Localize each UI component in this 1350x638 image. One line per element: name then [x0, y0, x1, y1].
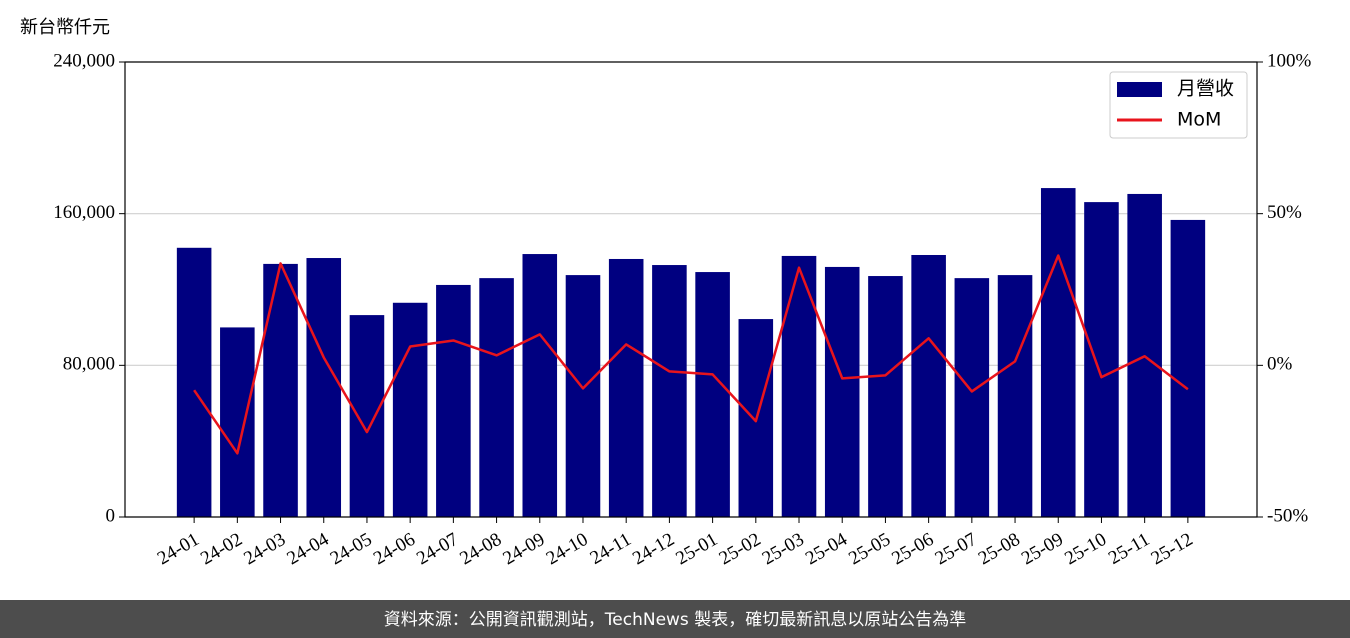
bar — [1040, 188, 1076, 517]
bar — [997, 275, 1033, 517]
x-tick-label: 25-08 — [975, 529, 1024, 569]
y2-tick-label: 0% — [1267, 354, 1293, 375]
bar — [392, 302, 428, 517]
x-tick-label: 24-10 — [543, 529, 592, 569]
legend: 月營收 MoM — [1109, 71, 1248, 139]
x-tick-label: 24-04 — [284, 529, 333, 570]
x-tick-label: 24-02 — [197, 529, 246, 569]
y2-tick-label: 50% — [1267, 202, 1302, 223]
bar — [954, 278, 990, 517]
bar — [695, 272, 730, 517]
plot-frame — [124, 61, 1258, 518]
bar — [868, 276, 903, 517]
bar — [349, 315, 385, 517]
y2-tick-label: -50% — [1267, 505, 1308, 526]
y2-tick-label: 100% — [1267, 50, 1312, 71]
x-tick-label: 24-12 — [629, 529, 678, 569]
x-tick-label: 24-11 — [587, 529, 635, 569]
bar — [652, 265, 687, 517]
x-tick-label: 24-05 — [327, 529, 376, 569]
bar — [1170, 219, 1206, 517]
bar — [436, 284, 471, 517]
x-tick-label: 25-12 — [1148, 529, 1197, 569]
footer-source: 資料來源：公開資訊觀測站，TechNews 製表，確切最新訊息以原站公告為準 — [384, 610, 966, 630]
bar — [824, 266, 860, 517]
bar — [781, 255, 817, 517]
bar — [263, 263, 298, 517]
x-tick-label: 25-02 — [716, 529, 765, 569]
bar — [911, 254, 946, 517]
x-tick-label: 25-06 — [888, 529, 937, 569]
line — [193, 254, 1189, 455]
x-tick-label: 25-01 — [672, 529, 721, 569]
x-tick-label: 25-11 — [1105, 529, 1153, 569]
y-tick-label: 240,000 — [53, 50, 115, 71]
bar — [1084, 202, 1119, 517]
x-tick-label: 25-10 — [1061, 529, 1110, 569]
x-tick-label: 25-07 — [932, 529, 981, 569]
bar — [565, 275, 601, 517]
x-tick-label: 24-03 — [240, 529, 289, 569]
y-tick-label: 160,000 — [53, 202, 115, 223]
y-tick-label: 0 — [106, 505, 116, 526]
x-tick-label: 25-05 — [845, 529, 894, 569]
y-tick-label: 80,000 — [63, 354, 115, 375]
x-tick-label: 24-01 — [154, 529, 203, 569]
bar — [220, 327, 255, 517]
bar — [176, 247, 212, 517]
x-tick-label: 25-09 — [1018, 529, 1067, 569]
footer-bar — [0, 600, 1350, 638]
x-tick-label: 24-06 — [370, 529, 419, 569]
x-tick-label: 24-07 — [413, 529, 462, 569]
x-tick-label: 25-04 — [802, 529, 851, 570]
x-tick-label: 24-09 — [500, 529, 549, 569]
x-tick-label: 25-03 — [759, 529, 808, 569]
bar — [522, 254, 558, 517]
legend-label: MoM — [1177, 109, 1221, 131]
y-axis-title: 新台幣仟元 — [20, 17, 110, 38]
legend-swatch — [1117, 82, 1162, 97]
bar — [608, 258, 644, 517]
x-tick-label: 24-08 — [456, 529, 505, 569]
bar — [479, 278, 514, 517]
bar — [306, 258, 342, 517]
legend-label: 月營收 — [1177, 78, 1234, 100]
